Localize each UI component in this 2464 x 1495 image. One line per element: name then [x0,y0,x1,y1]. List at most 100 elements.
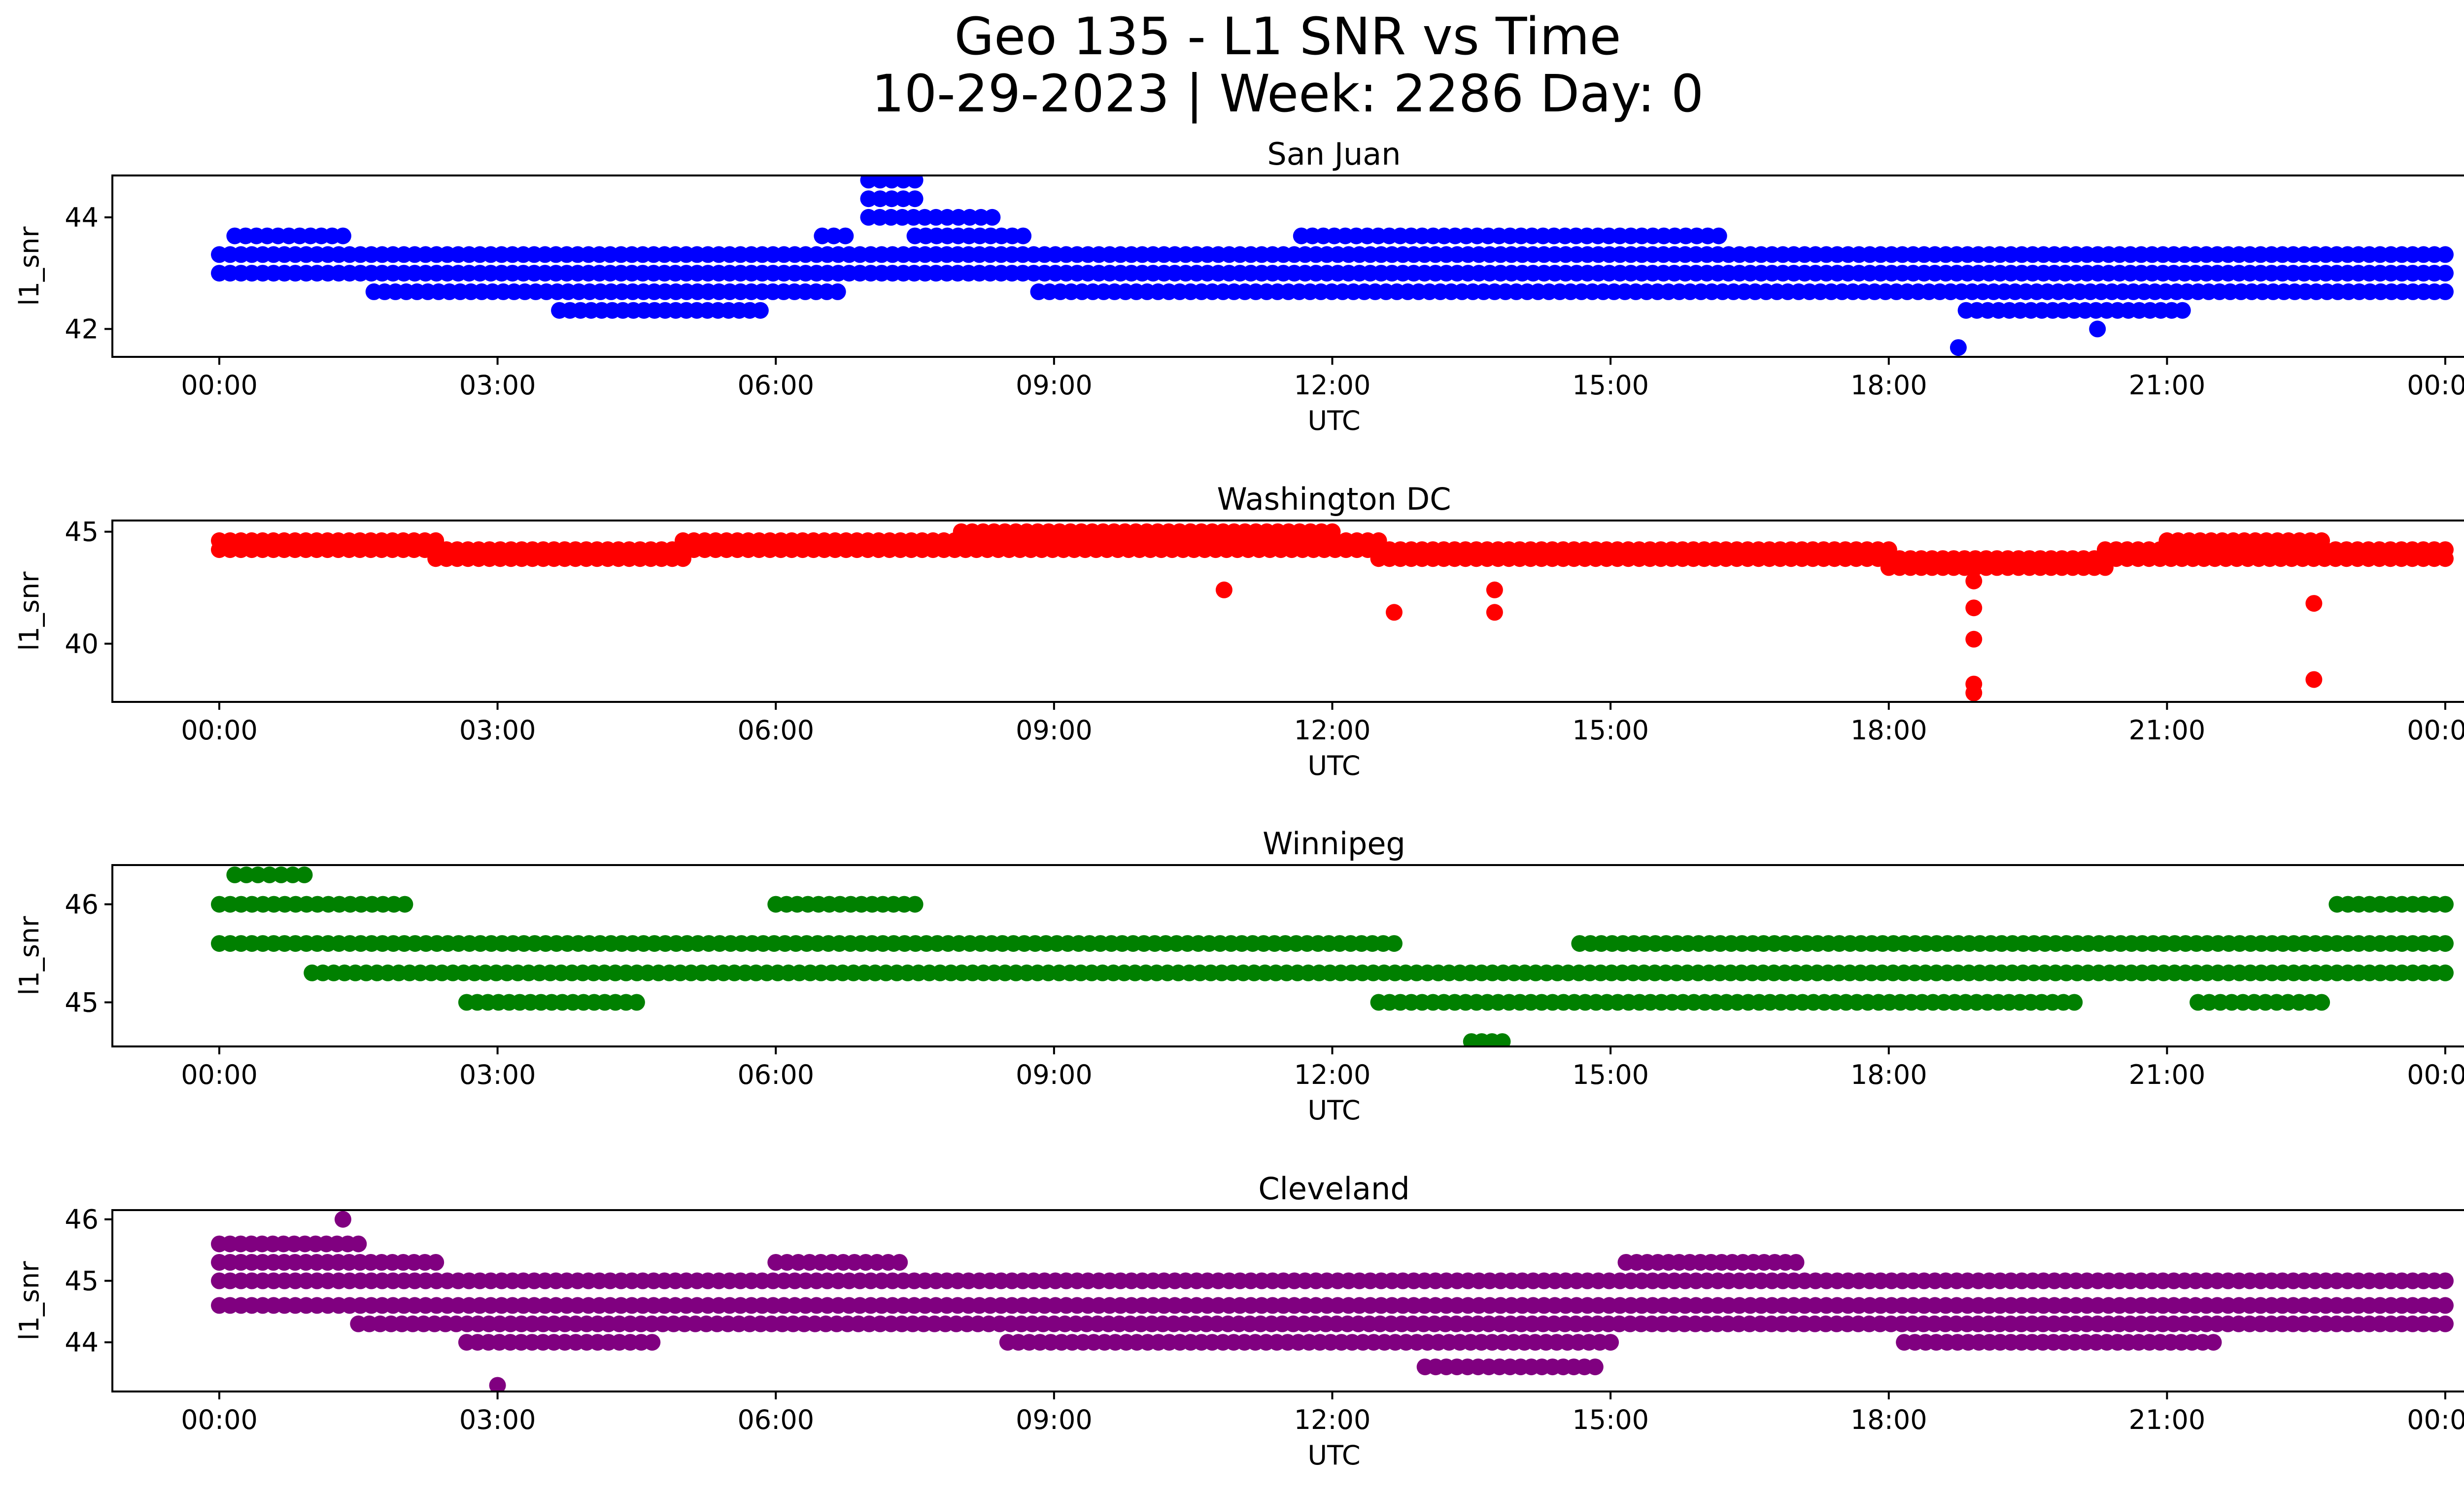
y-tick-label: 44 [65,202,99,233]
y-tick-label: 46 [65,889,99,920]
data-point [1710,227,1727,244]
data-point [2437,1297,2454,1314]
x-tick-label: 03:00 [459,715,536,746]
x-tick-label: 18:00 [1850,1404,1927,1435]
subplot-title: Washington DC [1217,481,1451,517]
x-tick-label: 09:00 [1016,1059,1093,1090]
subplot-washington-dc: Washington DC 00:00 03:00 06:00 09:00 12:00 15… [14,481,2464,781]
data-point [273,866,290,883]
data-point [2437,246,2454,263]
subplot-winnipeg: Winnipeg 00:00 03:00 06:00 09:00 12:00 15:00 18… [14,826,2464,1126]
x-tick-label: 06:00 [737,1404,814,1435]
data-point [1386,935,1403,952]
axes-frame [111,174,2464,358]
x-tick-label: 09:00 [1016,370,1093,401]
x-tick-label: 00:00 [181,715,258,746]
data-point [883,190,900,208]
data-point [2437,541,2454,558]
data-point [296,866,313,883]
data-point [906,190,924,208]
subplot-cleveland: Cleveland 00:00 03:00 06:00 09:00 12:00 15:00 1… [14,1171,2464,1471]
x-tick-label: 21:00 [2129,1404,2206,1435]
data-point [829,283,846,300]
data-point [1965,630,1983,648]
x-tick-label: 06:00 [737,1059,814,1090]
data-point [284,866,301,883]
data-point [489,1377,506,1391]
data-point [261,866,278,883]
y-axis-label: l1_snr [14,571,45,651]
x-tick-label: 06:00 [737,715,814,746]
data-point [825,227,842,244]
data-point [1965,599,1983,617]
x-tick-label: 21:00 [2129,370,2206,401]
data-point [1602,1334,1619,1351]
data-point [1965,684,1983,701]
data-point [1486,581,1503,598]
x-tick-label: 18:00 [1850,715,1927,746]
data-point [2174,302,2191,319]
data-point [1950,339,1967,356]
data-point [427,1254,445,1271]
data-point [1494,1033,1511,1046]
subplot-title: Cleveland [1258,1171,1409,1207]
x-tick-label: 15:00 [1572,1404,1649,1435]
scatter-points [211,523,2454,701]
x-tick-label: 12:00 [1294,1404,1371,1435]
x-tick-label: 21:00 [2129,715,2206,746]
axes-frame [111,520,2464,703]
x-tick-label: 09:00 [1016,715,1093,746]
data-point [837,227,854,244]
data-point [814,227,831,244]
data-point [895,190,912,208]
y-axis-label: l1_snr [14,226,45,306]
y-tick-label: 40 [65,628,99,660]
data-point [1486,604,1503,621]
data-point [1215,581,1232,598]
y-tick-label: 42 [65,313,99,345]
data-point [628,994,645,1011]
data-point [2305,595,2323,612]
x-tick-label: 12:00 [1294,715,1371,746]
data-point [2089,320,2106,338]
data-point [2437,1272,2454,1289]
data-point [350,1235,367,1252]
axes-frame [111,1209,2464,1392]
y-tick-label: 45 [65,1265,99,1296]
x-axis-label: UTC [1307,1095,1360,1126]
data-point [226,866,243,883]
data-point [984,209,1001,226]
y-tick-label: 45 [65,517,99,548]
scatter-points [211,175,2454,356]
figure-title-line2: 10-29-2023 | Week: 2286 Day: 0 [872,64,1704,124]
x-tick-label: 00:00 [2407,1404,2464,1435]
data-point [396,896,413,913]
x-axis-label: UTC [1307,1440,1360,1471]
data-point [2305,671,2323,688]
data-point [2437,896,2454,913]
subplot-san-juan: San Juan 00:00 03:00 06:00 09:00 12:00 15:00 18… [14,136,2464,436]
data-point [752,302,769,319]
x-tick-label: 15:00 [1572,715,1649,746]
scatter-points [211,866,2454,1046]
y-tick-label: 44 [65,1327,99,1358]
data-point [2437,935,2454,952]
data-point [238,866,255,883]
y-axis-label: l1_snr [14,916,45,996]
x-tick-label: 00:00 [181,1404,258,1435]
data-point [334,1211,351,1228]
x-axis-label: UTC [1307,750,1360,781]
figure-title-line1: Geo 135 - L1 SNR vs Time [954,6,1621,67]
x-tick-label: 06:00 [737,370,814,401]
data-point [1015,227,1032,244]
data-point [1586,1358,1604,1376]
scatter-points [211,1211,2454,1391]
x-tick-label: 18:00 [1850,1059,1927,1090]
x-axis-label: UTC [1307,405,1360,436]
y-tick-label: 45 [65,987,99,1018]
x-tick-label: 21:00 [2129,1059,2206,1090]
data-point [2313,532,2330,549]
subplots: San Juan 00:00 03:00 06:00 09:00 12:00 15:00 18… [14,136,2464,1471]
subplot-title: San Juan [1267,136,1401,172]
